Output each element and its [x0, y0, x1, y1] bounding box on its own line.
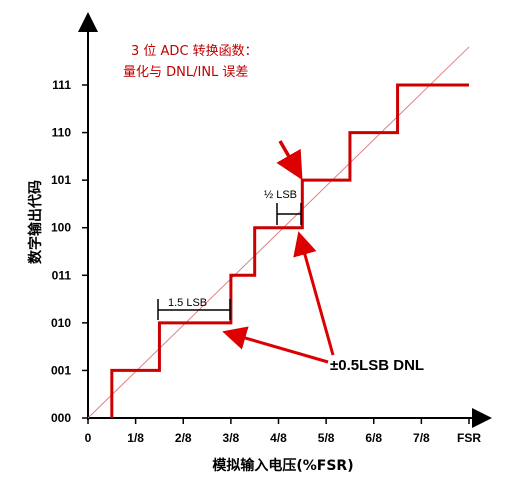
x-tick-label: FSR: [457, 431, 481, 445]
y-tick-label: 111: [52, 78, 71, 92]
x-tick-label: 4/8: [270, 431, 287, 445]
dnl-label: ±0.5LSB DNL: [330, 357, 424, 374]
chart-title-line-1: 3 位 ADC 转换函数：: [131, 44, 258, 59]
lsb-1-5-label: 1.5 LSB: [168, 297, 207, 309]
y-tick-label: 011: [52, 268, 72, 282]
ideal-transfer-line: [87, 46, 470, 419]
dnl-arrow-to-step: [222, 326, 329, 364]
lsb-half-label: ½ LSB: [264, 189, 297, 201]
lsb-1-5-bracket: [157, 299, 231, 320]
y-tick-label: 101: [51, 173, 71, 187]
y-tick-label: 010: [51, 316, 71, 330]
x-tick-label: 1/8: [127, 431, 144, 445]
x-tick-label: 0: [85, 431, 92, 445]
dnl-arrow-to-code: [293, 231, 335, 356]
x-axis-title: 模拟输入电压(%FSR): [212, 457, 353, 474]
y-ticks: 000 001 010 011 100 101 110 111: [51, 78, 88, 425]
y-tick-label: 110: [52, 126, 72, 140]
y-tick-label: 001: [51, 363, 71, 377]
chart-title-line-2: 量化与 DNL/INL 误差: [123, 65, 248, 80]
x-tick-label: 7/8: [413, 431, 430, 445]
x-tick-label: 2/8: [175, 431, 192, 445]
y-axis-title: 数字输出代码: [27, 180, 44, 264]
pointer-arrow: [276, 140, 303, 181]
lsb-half-bracket: [276, 203, 302, 225]
x-tick-label: 3/8: [223, 431, 240, 445]
x-tick-label: 6/8: [365, 431, 382, 445]
y-tick-label: 000: [51, 411, 71, 425]
x-tick-label: 5/8: [318, 431, 335, 445]
adc-step-series: [110, 83, 469, 418]
y-tick-label: 100: [51, 221, 71, 235]
x-ticks: 0 1/8 2/8 3/8 4/8 5/8 6/8 7/8 FSR: [85, 418, 481, 445]
